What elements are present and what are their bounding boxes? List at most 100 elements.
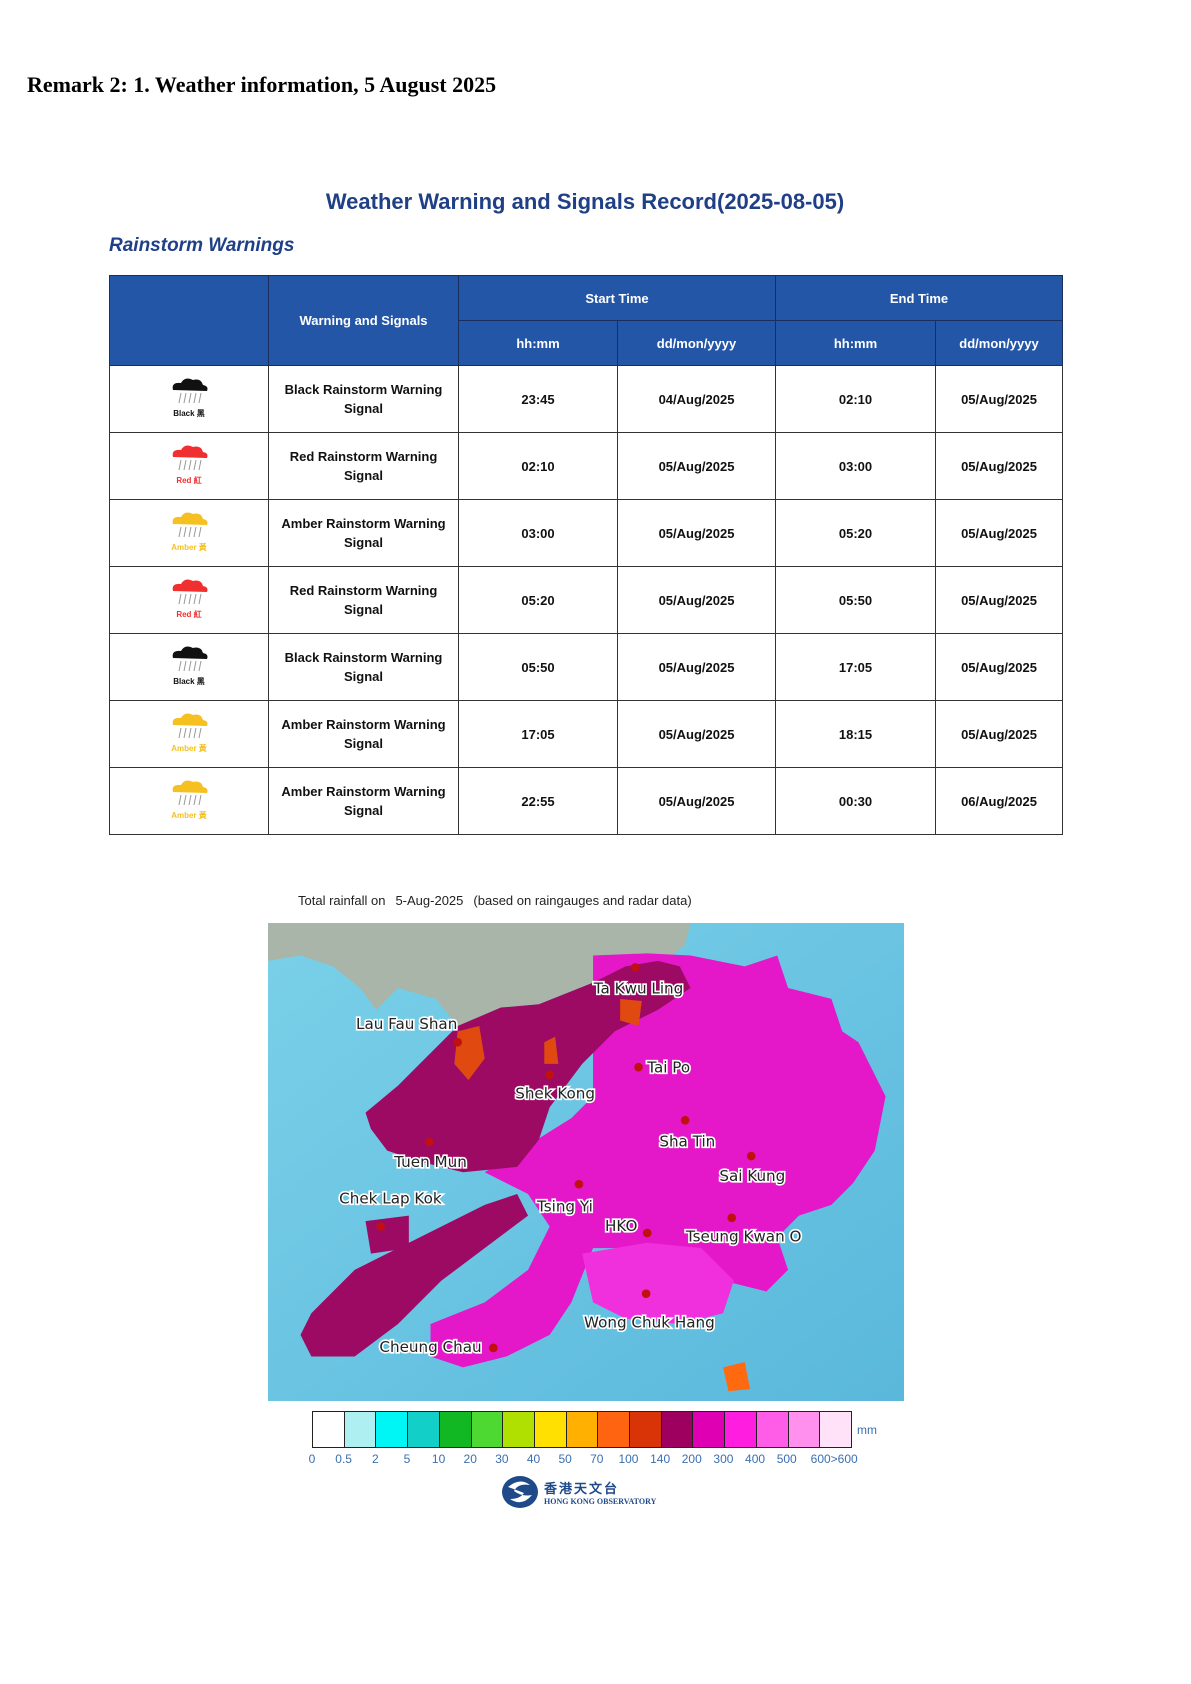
signal-name: Black Rainstorm Warning Signal xyxy=(268,365,459,433)
end-time: 00:30 xyxy=(775,767,936,835)
start-date: 05/Aug/2025 xyxy=(617,499,776,567)
end-time: 17:05 xyxy=(775,633,936,701)
start-time: 03:00 xyxy=(458,499,618,567)
signal-icon-cell: Red 紅 xyxy=(109,432,269,500)
start-date: 05/Aug/2025 xyxy=(617,432,776,500)
rainfall-140-200-region xyxy=(365,960,691,1173)
rainstorm-black-icon: Black 黑 xyxy=(164,644,214,690)
legend-swatch xyxy=(788,1412,821,1447)
start-time: 05:50 xyxy=(458,633,618,701)
table-row: Amber 黃 Amber Rainstorm Warning Signal 0… xyxy=(109,499,1063,567)
rainstorm-red-icon: Red 紅 xyxy=(164,443,214,489)
legend-tick-label: 400 xyxy=(745,1452,766,1466)
legend-tick-label: 70 xyxy=(590,1452,604,1466)
start-date: 04/Aug/2025 xyxy=(617,365,776,433)
station-marker xyxy=(641,1289,651,1299)
end-date: 05/Aug/2025 xyxy=(935,365,1063,433)
start-date: 05/Aug/2025 xyxy=(617,767,776,835)
chek-lap-kok xyxy=(365,1215,409,1254)
start-time: 23:45 xyxy=(458,365,618,433)
legend-tick-label: 600>600 xyxy=(810,1452,858,1466)
legend-tick-label: 0.5 xyxy=(335,1452,352,1466)
rainfall-140-200-lantau xyxy=(300,1193,529,1357)
end-date: 05/Aug/2025 xyxy=(935,566,1063,634)
legend-swatch xyxy=(820,1412,851,1447)
hk-island xyxy=(582,1242,734,1325)
station-marker xyxy=(574,1179,584,1189)
legend-swatch xyxy=(439,1412,472,1447)
end-date-header: dd/mon/yyyy xyxy=(935,320,1063,366)
hko-logo: 香港天文台 HONG KONG OBSERVATORY xyxy=(500,1475,656,1509)
station-label: Tuen Mun xyxy=(393,1153,467,1171)
end-date: 06/Aug/2025 xyxy=(935,767,1063,835)
rainfall-100-140-patch xyxy=(544,1036,559,1064)
start-time: 05:20 xyxy=(458,566,618,634)
icon-label: Red 紅 xyxy=(176,610,202,619)
start-time: 22:55 xyxy=(458,767,618,835)
map-caption: Total rainfall on 5-Aug-2025 (based on rai… xyxy=(298,893,702,908)
end-time: 05:50 xyxy=(775,566,936,634)
legend-tick-label: 30 xyxy=(495,1452,509,1466)
station-label: Wong Chuk Hang xyxy=(584,1313,715,1331)
legend-swatch xyxy=(598,1412,631,1447)
legend-swatch xyxy=(313,1412,345,1447)
start-time: 02:10 xyxy=(458,432,618,500)
signal-name: Amber Rainstorm Warning Signal xyxy=(268,499,459,567)
station-label: HKO xyxy=(605,1217,637,1235)
icon-label: Amber 黃 xyxy=(171,543,207,552)
station-label: Chek Lap Kok xyxy=(339,1190,442,1208)
signal-icon-cell: Black 黑 xyxy=(109,633,269,701)
station-label: Ta Kwu Ling xyxy=(593,979,683,997)
remark-heading: Remark 2: 1. Weather information, 5 Augu… xyxy=(27,72,497,97)
end-date: 05/Aug/2025 xyxy=(935,633,1063,701)
legend-tick-label: 500 xyxy=(776,1452,797,1466)
legend-swatch xyxy=(566,1412,599,1447)
signal-icon-cell: Red 紅 xyxy=(109,566,269,634)
station-marker xyxy=(746,1151,756,1161)
station-marker xyxy=(376,1222,386,1231)
signal-name: Red Rainstorm Warning Signal xyxy=(268,566,459,634)
warnings-table: Warning and Signals Start Time End Time … xyxy=(109,275,1063,835)
signal-name: Amber Rainstorm Warning Signal xyxy=(268,700,459,768)
icon-label: Red 紅 xyxy=(176,476,202,485)
station-label: Shek Kong xyxy=(515,1085,595,1103)
signal-icon-cell: Amber 黃 xyxy=(109,767,269,835)
end-time: 05:20 xyxy=(775,499,936,567)
legend-swatch xyxy=(344,1412,377,1447)
station-marker xyxy=(545,1070,555,1080)
end-time: 02:10 xyxy=(775,365,936,433)
start-date: 05/Aug/2025 xyxy=(617,566,776,634)
station-marker xyxy=(727,1213,737,1223)
legend-swatch xyxy=(503,1412,535,1447)
station-label: Sha Tin xyxy=(659,1132,715,1150)
legend-swatch xyxy=(471,1412,504,1447)
legend-tick-label: 300 xyxy=(713,1452,734,1466)
rainstorm-amber-icon: Amber 黃 xyxy=(164,510,214,556)
rainstorm-red-icon: Red 紅 xyxy=(164,577,214,623)
end-hhmm-header: hh:mm xyxy=(775,320,936,366)
station-marker xyxy=(634,1062,643,1072)
end-date: 05/Aug/2025 xyxy=(935,499,1063,567)
legend-tick-label: 40 xyxy=(526,1452,541,1466)
icon-label: Amber 黃 xyxy=(171,744,207,753)
rainfall-100-140-patch xyxy=(723,1361,751,1392)
caption-note: (based on raingauges and radar data) xyxy=(473,893,692,908)
station-marker xyxy=(425,1137,434,1147)
rainstorm-amber-icon: Amber 黃 xyxy=(164,778,214,824)
legend-swatch xyxy=(661,1412,694,1447)
start-date: 05/Aug/2025 xyxy=(617,633,776,701)
hko-emblem-icon xyxy=(502,1476,538,1508)
station-label: Lau Fau Shan xyxy=(356,1015,457,1033)
caption-prefix: Total rainfall on xyxy=(298,893,386,908)
signal-name: Amber Rainstorm Warning Signal xyxy=(268,767,459,835)
rainfall-map: Ta Kwu Ling Lau Fau Shan Tai Po Shek Kong Sh… xyxy=(268,923,904,1401)
rainfall-100-140-patch xyxy=(620,998,642,1026)
end-time: 03:00 xyxy=(775,432,936,500)
rainstorm-amber-icon: Amber 黃 xyxy=(164,711,214,757)
station-label: Tseung Kwan O xyxy=(685,1228,802,1246)
legend-swatch xyxy=(756,1412,789,1447)
logo-en: HONG KONG OBSERVATORY xyxy=(544,1497,657,1506)
legend-unit: mm xyxy=(857,1423,877,1437)
table-row: Amber 黃 Amber Rainstorm Warning Signal 1… xyxy=(109,700,1063,768)
legend-tick-label: 5 xyxy=(403,1452,411,1466)
